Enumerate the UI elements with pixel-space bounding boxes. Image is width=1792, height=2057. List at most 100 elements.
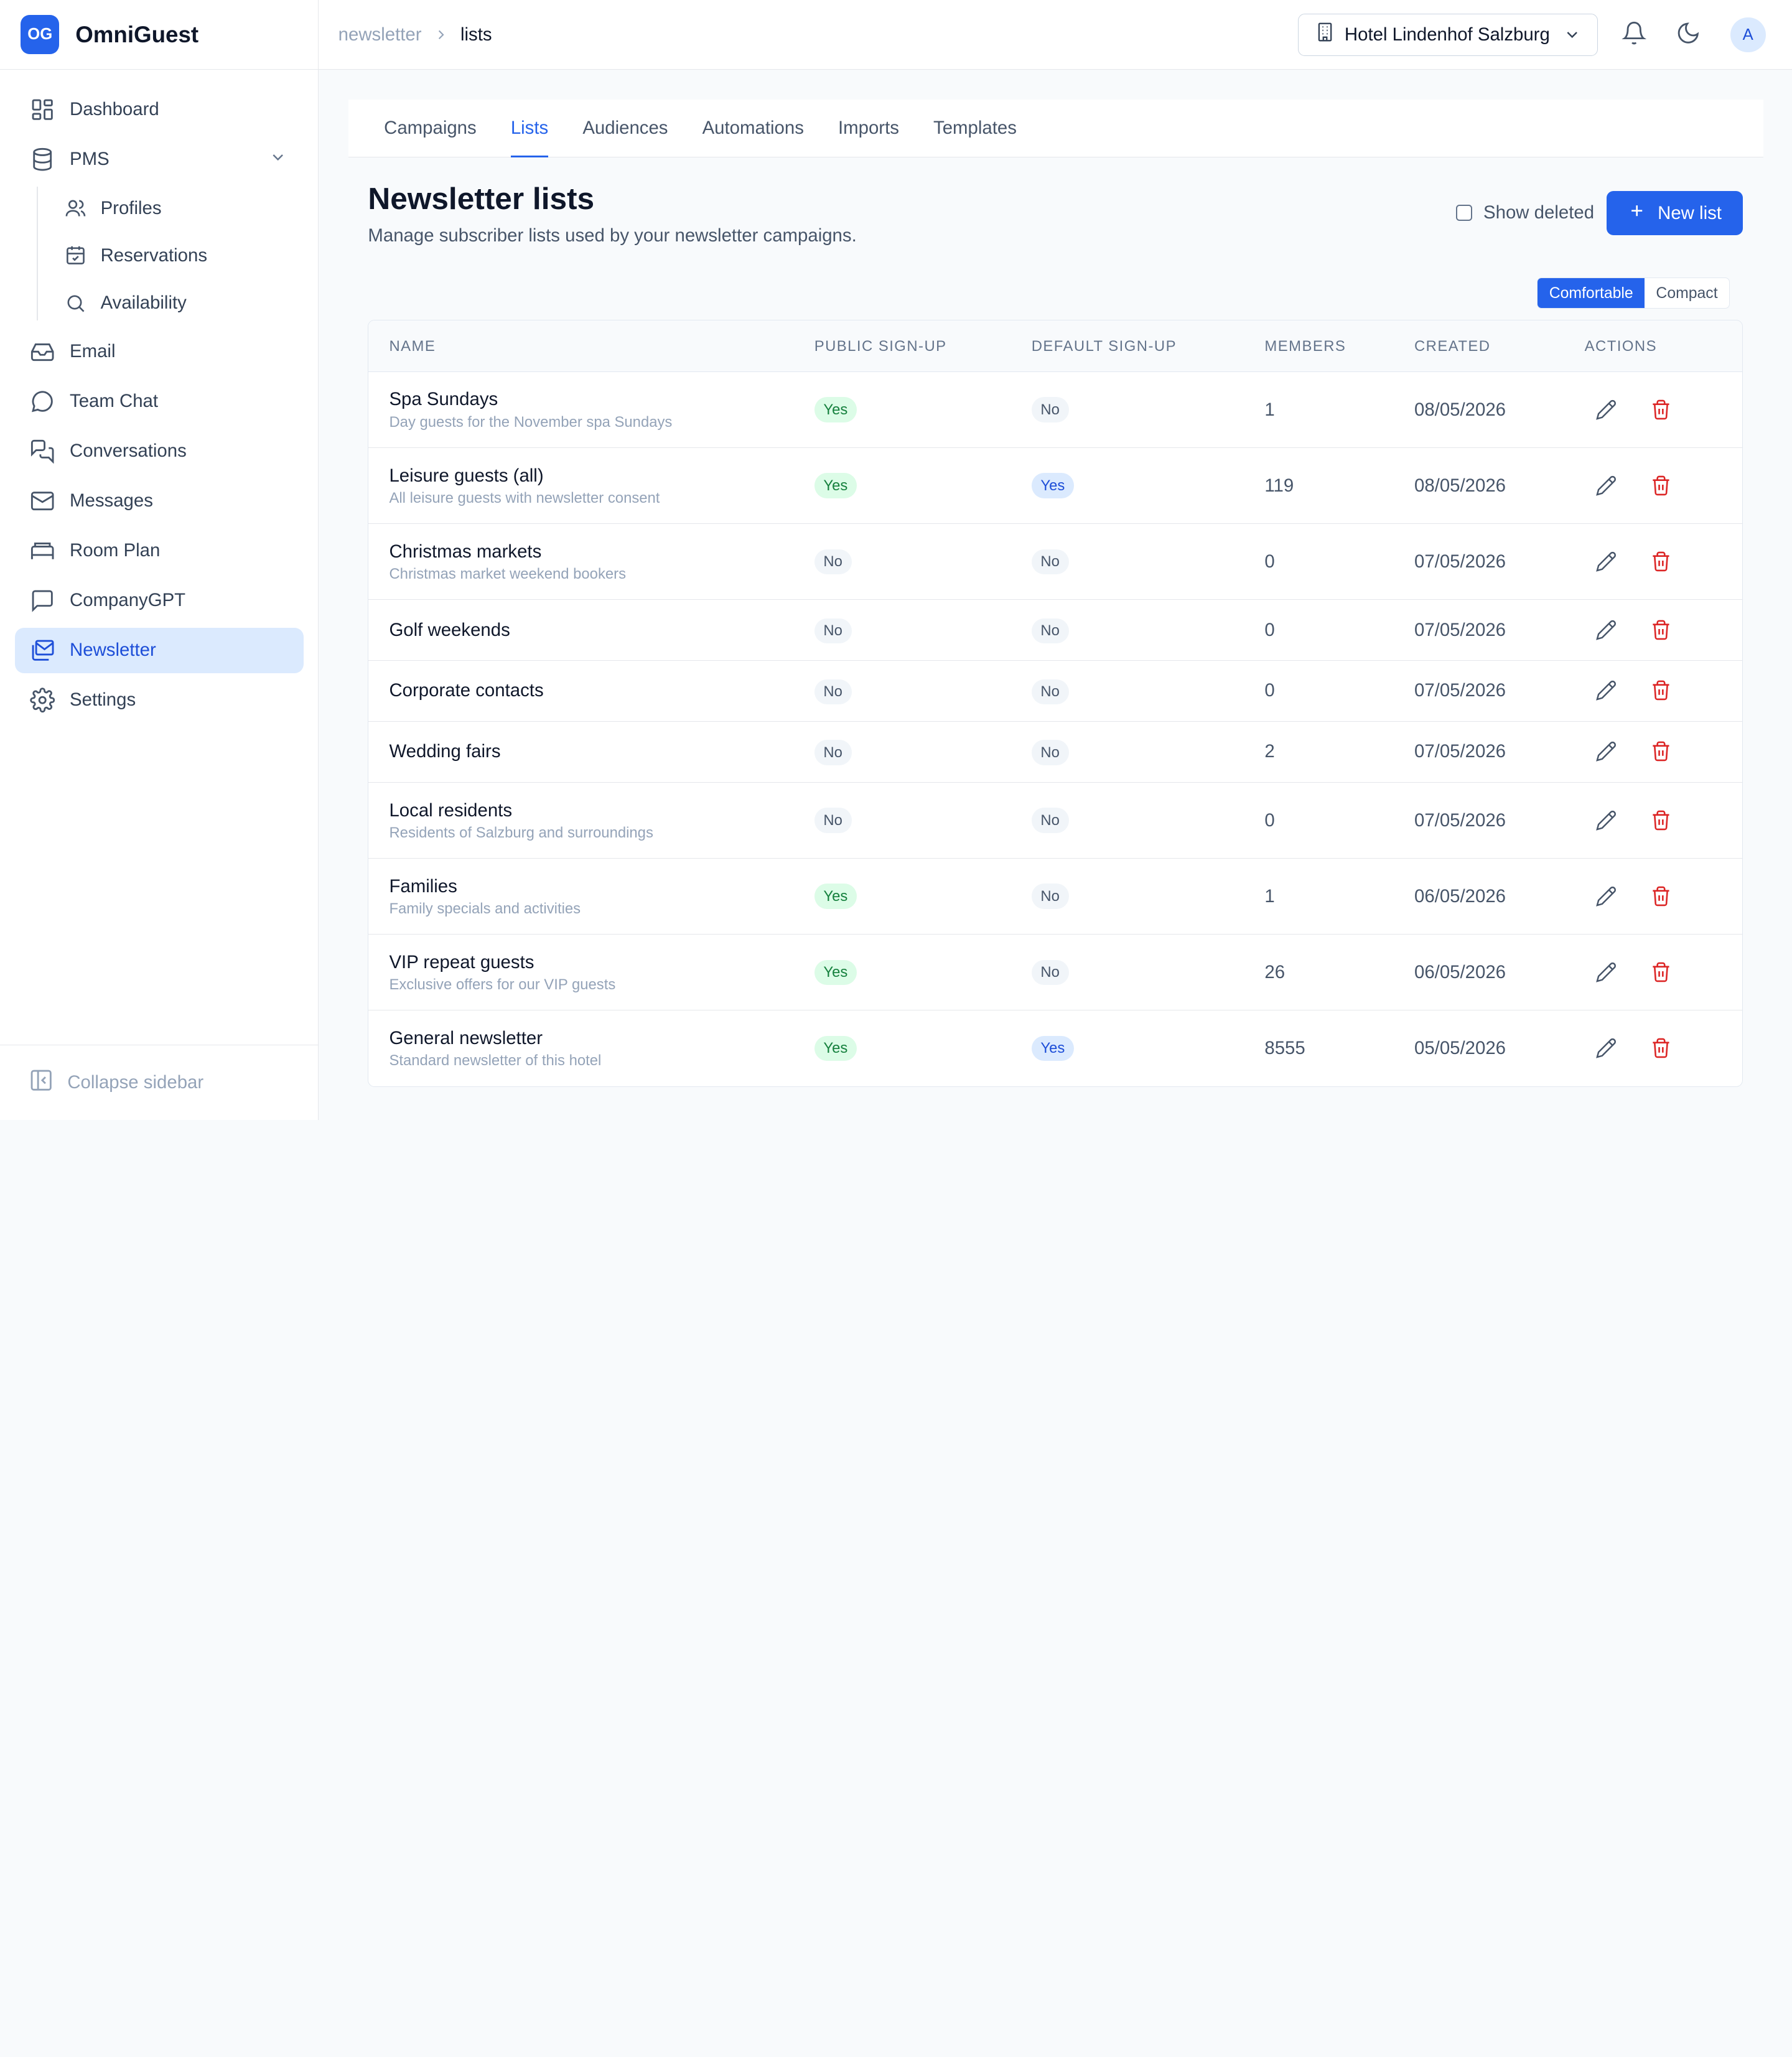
edit-icon[interactable] (1593, 396, 1620, 423)
sidebar-item-email[interactable]: Email (15, 329, 304, 374)
sidebar-item-profiles[interactable]: Profiles (37, 187, 319, 230)
list-name-cell: VIP repeat guests Exclusive offers for ou… (389, 952, 615, 994)
list-name-cell: Corporate contacts (389, 680, 543, 701)
sidebar-item-availability[interactable]: Availability (37, 281, 319, 325)
table-row: Families Family specials and activities Ye… (368, 859, 1742, 935)
sidebar-item-label: CompanyGPT (70, 590, 186, 611)
building-icon (1315, 22, 1335, 47)
sidebar-item-newsletter[interactable]: Newsletter (14, 627, 304, 674)
trash-icon[interactable] (1648, 616, 1675, 643)
default-signup-badge: No (1031, 679, 1069, 704)
tab-audiences[interactable]: Audiences (582, 117, 668, 138)
list-name: Wedding fairs (389, 741, 501, 762)
page-title: Newsletter lists (368, 181, 595, 217)
edit-icon[interactable] (1593, 548, 1620, 576)
list-description: Exclusive offers for our VIP guests (389, 976, 616, 994)
breadcrumb-lists: lists (460, 24, 492, 45)
edit-icon[interactable] (1593, 677, 1620, 704)
tab-campaigns[interactable]: Campaigns (384, 117, 477, 138)
trash-icon[interactable] (1648, 548, 1675, 576)
members-count: 8555 (1264, 1038, 1305, 1059)
mail-icon (29, 487, 56, 515)
public-signup-badge: Yes (814, 1035, 857, 1061)
lists-table: Name Public sign-up Default sign-up Memb… (368, 320, 1743, 1088)
edit-icon[interactable] (1593, 472, 1620, 500)
members-count: 0 (1264, 810, 1275, 831)
public-signup-badge: No (814, 679, 852, 704)
show-deleted-toggle[interactable]: Show deleted (1455, 202, 1594, 223)
members-count: 1 (1264, 886, 1275, 907)
trash-icon[interactable] (1648, 1035, 1675, 1062)
sidebar-item-label: Conversations (70, 441, 187, 462)
col-actions: Actions (1584, 337, 1657, 355)
tab-lists[interactable]: Lists (493, 100, 566, 158)
sidebar-item-team-chat[interactable]: Team Chat (15, 378, 304, 424)
list-name: Leisure guests (all) (389, 465, 544, 486)
edit-icon[interactable] (1593, 616, 1620, 643)
tab-templates[interactable]: Templates (933, 117, 1017, 138)
list-name-cell: Families Family specials and activities (389, 876, 581, 918)
list-description: All leisure guests with newsletter conse… (389, 490, 660, 507)
trash-icon[interactable] (1648, 807, 1675, 834)
new-list-button[interactable]: New list (1607, 190, 1743, 236)
col-public-signup: Public sign-up (814, 337, 947, 355)
show-deleted-checkbox[interactable] (1455, 205, 1472, 221)
bell-icon[interactable] (1622, 21, 1647, 50)
members-count: 1 (1264, 399, 1275, 420)
chevron-down-icon[interactable] (269, 148, 287, 171)
tab-automations[interactable]: Automations (702, 117, 804, 138)
page-subtitle: Manage subscriber lists used by your new… (368, 225, 857, 246)
collapse-sidebar-button[interactable]: Collapse sidebar (0, 1044, 318, 1120)
chat-bubble-icon (29, 388, 56, 415)
sidebar-item-pms[interactable]: PMS (15, 137, 304, 182)
trash-icon[interactable] (1648, 959, 1675, 986)
pms-subnav: Profiles Reservations Availability (36, 186, 319, 325)
sidebar-item-settings[interactable]: Settings (15, 678, 304, 723)
list-name-cell: General newsletter Standard newsletter of… (389, 1028, 601, 1070)
list-name: VIP repeat guests (389, 951, 534, 973)
list-description: Family specials and activities (389, 900, 581, 918)
brand: OG OmniGuest (0, 0, 319, 70)
sidebar-item-messages[interactable]: Messages (15, 478, 304, 524)
tab-imports[interactable]: Imports (838, 117, 899, 138)
list-name-cell: Christmas markets Christmas market weeken… (389, 541, 626, 584)
list-description: Day guests for the November spa Sundays (389, 413, 673, 431)
breadcrumb-newsletter[interactable]: newsletter (338, 24, 422, 45)
sidebar-item-label: Availability (100, 292, 187, 313)
public-signup-badge: No (814, 808, 852, 833)
chevron-down-icon (1563, 26, 1581, 49)
public-signup-badge: Yes (814, 884, 857, 909)
plus-icon (1628, 202, 1646, 225)
sidebar: OG OmniGuest Dashboard PMS (0, 0, 319, 1120)
sidebar-item-room-plan[interactable]: Room Plan (15, 528, 304, 574)
sidebar-item-label: PMS (70, 149, 110, 170)
hotel-select[interactable]: Hotel Lindenhof Salzburg (1298, 14, 1598, 56)
edit-icon[interactable] (1593, 1035, 1620, 1062)
trash-icon[interactable] (1648, 738, 1675, 765)
sidebar-item-reservations[interactable]: Reservations (37, 234, 319, 278)
edit-icon[interactable] (1593, 738, 1620, 765)
gear-icon (29, 686, 56, 714)
col-created: Created (1414, 337, 1491, 355)
trash-icon[interactable] (1648, 677, 1675, 704)
created-date: 06/05/2026 (1414, 886, 1506, 907)
default-signup-badge: No (1031, 618, 1069, 644)
default-signup-badge: No (1031, 959, 1069, 986)
trash-icon[interactable] (1648, 396, 1675, 423)
density-compact[interactable]: Compact (1656, 285, 1718, 302)
sidebar-item-companygpt[interactable]: CompanyGPT (15, 578, 304, 623)
list-name-cell: Wedding fairs (389, 741, 500, 762)
trash-icon[interactable] (1648, 883, 1675, 910)
hotel-select-value: Hotel Lindenhof Salzburg (1344, 24, 1550, 45)
trash-icon[interactable] (1648, 472, 1675, 500)
sidebar-item-dashboard[interactable]: Dashboard (15, 87, 304, 133)
sidebar-item-label: Messages (70, 490, 153, 511)
edit-icon[interactable] (1593, 807, 1620, 834)
moon-icon[interactable] (1676, 21, 1701, 50)
list-name: Families (389, 875, 457, 897)
edit-icon[interactable] (1593, 959, 1620, 986)
sidebar-item-conversations[interactable]: Conversations (15, 428, 304, 473)
edit-icon[interactable] (1593, 883, 1620, 910)
avatar[interactable]: A (1730, 17, 1766, 53)
density-comfortable[interactable]: Comfortable (1538, 278, 1645, 308)
